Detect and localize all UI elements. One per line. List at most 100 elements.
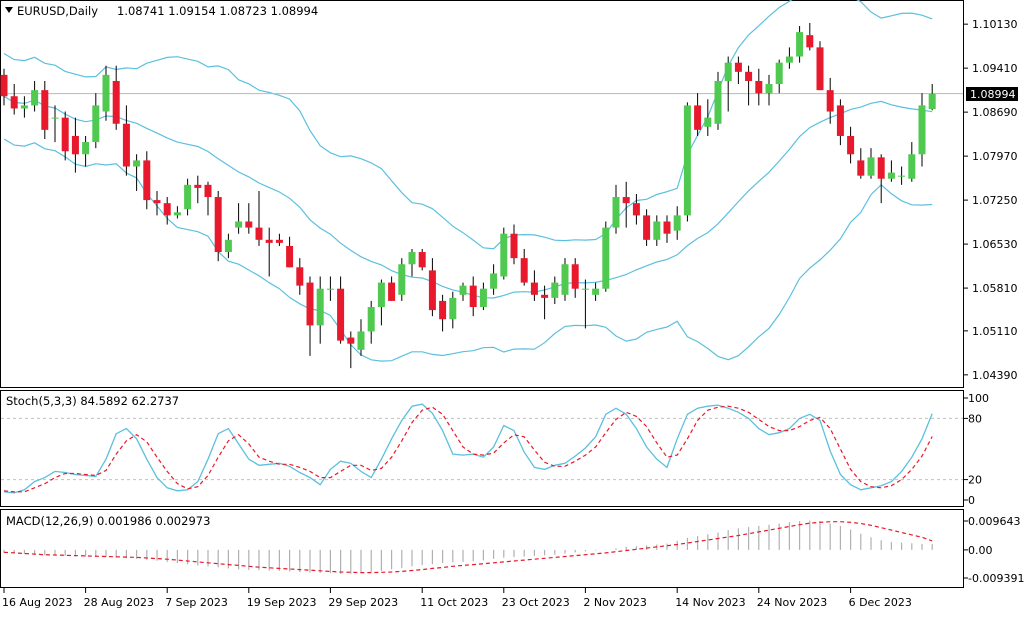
candle-body [133,160,141,167]
macd-series: 0.009643 0.00 -0.009391 [3,515,1024,585]
candle-body [143,160,151,201]
candle-body [173,212,181,216]
candle-body [836,105,844,136]
candle-body [316,288,324,326]
candle-body [745,71,753,81]
candle-body [592,288,600,295]
candle-body [265,239,273,243]
candle-body [31,90,39,106]
x-tick-label: 28 Aug 2023 [84,596,154,609]
stoch-tick-label: 100 [968,392,989,405]
candle-body [51,117,59,119]
candle-body [490,273,498,289]
candle-body [887,172,895,179]
ohlc-readout: 1.08741 1.09154 1.08723 1.08994 [117,4,318,18]
y-tick-label: 1.10130 [972,18,1018,31]
candle-body [673,215,681,231]
candle-body [326,288,334,290]
candle-body [428,270,436,311]
bollinger-bands [3,0,933,362]
candle-body [20,105,28,109]
candle-body [204,184,212,198]
candle-body [663,221,671,234]
candle-body [602,227,610,289]
candle-body [459,285,467,295]
candle-body [622,197,630,204]
x-tick-label: 24 Nov 2023 [757,596,827,609]
candle-body [357,331,365,350]
candle-body [184,184,192,210]
stoch-label: Stoch(5,3,3) 84.5892 62.2737 [6,394,179,408]
candle-body [235,221,243,228]
price-pane [0,0,964,388]
x-tick-label: 16 Aug 2023 [2,596,72,609]
candle-body [367,307,375,332]
x-tick-label: 19 Sep 2023 [247,596,317,609]
current-price-tag [966,87,1018,101]
stochastic-lines: 100 80 20 0 [1,392,989,507]
candles [0,22,936,369]
stoch-main-line [3,403,933,494]
y-tick-label: 1.04390 [972,369,1018,382]
candle-body [112,80,120,124]
candle-body [561,264,569,295]
candle-body [724,62,732,81]
candle-body [785,56,793,63]
macd-tick-label: 0.00 [968,544,993,557]
candle-body [479,288,487,308]
macd-tick-label: -0.009391 [968,572,1024,585]
upper-band [3,0,933,250]
candle-body [469,285,477,308]
candle-body [449,297,457,320]
candle-body [71,135,79,155]
macd-pane [0,509,964,588]
stoch-tick-label: 0 [968,494,975,507]
candle-body [163,203,171,216]
candle-body [439,300,447,320]
candle-body [643,215,651,240]
candle-body [847,135,855,155]
axis-ticks: 1.10130 1.09410 1.08690 1.07970 1.07250 1.065… [2,18,1018,609]
candle-body [377,282,385,308]
macd-label: MACD(12,26,9) 0.001986 0.002973 [6,514,210,528]
y-tick-label: 1.08690 [972,106,1018,119]
candle-body [826,90,834,112]
candle-body [418,252,426,268]
candle-body [612,197,620,228]
middle-band [3,95,933,299]
candle-body [796,32,804,57]
candle-body [102,74,110,112]
macd-signal-line [3,521,933,574]
candle-body [286,245,294,268]
candle-body [122,123,130,167]
candle-body [734,62,742,72]
y-tick-label: 1.05810 [972,282,1018,295]
candle-body [388,282,396,301]
candle-body [755,80,763,94]
candle-body [41,90,49,130]
current-price-label: 1.08994 [970,88,1016,101]
y-tick-label: 1.07970 [972,150,1018,163]
candle-body [632,203,640,216]
x-tick-label: 11 Oct 2023 [420,596,488,609]
x-tick-label: 29 Sep 2023 [328,596,398,609]
candle-body [806,35,814,48]
candle-body [541,294,549,298]
candle-body [704,117,712,127]
candle-body [714,80,722,124]
lower-band [3,138,933,362]
x-tick-label: 14 Nov 2023 [675,596,745,609]
candle-body [224,239,232,253]
candle-body [551,282,559,298]
candle-body [775,62,783,85]
y-tick-label: 1.06530 [972,238,1018,251]
y-tick-label: 1.05110 [972,325,1018,338]
candle-body [255,227,263,240]
candle-body [694,105,702,130]
y-tick-label: 1.07250 [972,194,1018,207]
candle-body [898,175,906,177]
collapse-triangle-icon[interactable] [5,7,13,13]
x-tick-label: 6 Dec 2023 [849,596,912,609]
candle-body [867,157,875,176]
